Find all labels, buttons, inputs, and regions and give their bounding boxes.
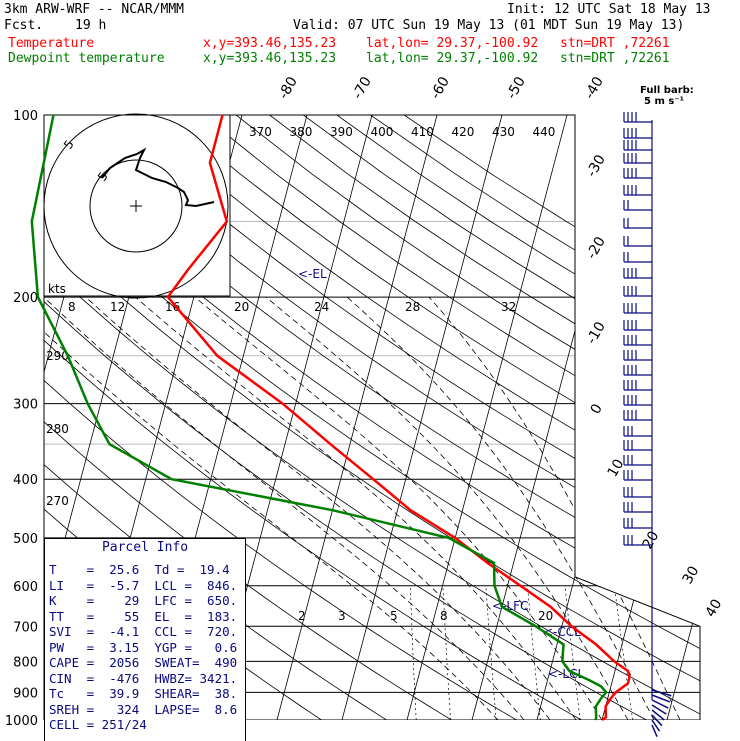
wind-barb: [624, 470, 652, 480]
parcel-row: SVI = -4.1 CCL = 720.: [49, 625, 237, 639]
pressure-label-900: 900: [13, 686, 38, 701]
moist-adiabat-20: [195, 297, 602, 720]
barb-legend-units: 5 m s⁻¹: [644, 96, 684, 107]
mixing-ratio-lower-label-20: 20: [538, 609, 553, 623]
theta-e-label-270: 270: [46, 494, 69, 508]
annotation-ccl: <-CCL: [543, 625, 581, 639]
wind-barb: [624, 128, 652, 138]
wind-barb: [624, 286, 652, 296]
mixing-ratio-label-12: 12: [110, 300, 125, 314]
wind-barb: [624, 252, 652, 262]
mixing-ratio-20: [614, 586, 632, 720]
parcel-row: Tc = 39.9 SHEAR= 38.: [49, 687, 237, 701]
hodograph-units-label: kts: [48, 282, 66, 296]
isotherm-40: [732, 115, 740, 720]
parcel-row: K = 29 LFC = 650.: [49, 594, 237, 608]
wind-barb: [624, 440, 652, 450]
wind-barb: [624, 350, 652, 360]
theta-label-380: 380: [290, 125, 313, 139]
wind-barb: [624, 303, 652, 313]
wind-barb: [624, 487, 652, 497]
isotherm-label-30: 30: [680, 564, 703, 587]
wind-barb: [624, 502, 652, 512]
isotherm-30: [667, 115, 740, 720]
pressure-label-800: 800: [13, 655, 38, 670]
parcel-row: PW = 3.15 YGP = 0.6: [49, 641, 237, 655]
isotherm-label--40: -40: [582, 74, 607, 102]
wind-barb: [624, 380, 652, 390]
isotherm-label--20: -20: [584, 234, 609, 262]
mixing-ratio-label-20: 20: [234, 300, 249, 314]
pressure-label-200: 200: [13, 291, 38, 306]
parcel-row: TT = 55 EL = 183.: [49, 610, 237, 624]
mixing-ratio-2: [410, 586, 416, 720]
parcel-row: SREH = 324 LAPSE= 8.6: [49, 703, 237, 717]
mixing-ratio-lower-label-8: 8: [440, 609, 448, 623]
isotherm-label--70: -70: [350, 74, 375, 102]
wind-barb: [624, 518, 652, 528]
wind-barb: [624, 140, 652, 150]
isotherm-label--30: -30: [584, 152, 609, 180]
mixing-ratio-label-32: 32: [501, 300, 516, 314]
parcel-info-title: Parcel Info: [45, 540, 245, 555]
mixing-ratio-label-28: 28: [405, 300, 420, 314]
isotherm-label--10: -10: [584, 319, 609, 347]
dry-adiabat-390: [169, 115, 740, 720]
wind-barb: [624, 236, 652, 246]
isotherm-label--80: -80: [276, 74, 301, 102]
wind-barb: [624, 395, 652, 405]
theta-label-400: 400: [371, 125, 394, 139]
pressure-label-600: 600: [13, 580, 38, 595]
wind-barb-low: [652, 690, 671, 696]
pressure-label-500: 500: [13, 532, 38, 547]
wind-barb: [624, 153, 652, 163]
isotherm-label-40: 40: [703, 597, 726, 620]
pressure-label-100: 100: [13, 109, 38, 124]
wind-barb: [624, 335, 652, 345]
pressure-label-1000: 1000: [5, 714, 38, 729]
mixing-ratio-label-24: 24: [314, 300, 329, 314]
isotherm-label--60: -60: [428, 74, 453, 102]
wind-barb: [624, 426, 652, 436]
isotherm-20: [602, 115, 740, 720]
theta-label-430: 430: [492, 125, 515, 139]
isotherm-label-0: 0: [588, 401, 606, 417]
mixing-ratio-lower-label-2: 2: [298, 609, 306, 623]
annotation-el: <-EL: [298, 267, 327, 281]
theta-label-390: 390: [330, 125, 353, 139]
isotherm-label-20: 20: [640, 529, 663, 552]
pressure-label-400: 400: [13, 473, 38, 488]
theta-label-420: 420: [452, 125, 475, 139]
theta-label-410: 410: [411, 125, 434, 139]
wind-barb: [624, 455, 652, 465]
wind-barb: [624, 410, 652, 420]
parcel-row: CAPE = 2056 SWEAT= 490: [49, 656, 237, 670]
mixing-ratio-lower-label-3: 3: [338, 609, 346, 623]
wind-barb: [624, 268, 652, 278]
mixing-ratio-label-8: 8: [68, 300, 76, 314]
annotation-lcl: <-LCL: [548, 667, 584, 681]
parcel-row: LI = -5.7 LCL = 846.: [49, 579, 237, 593]
wind-barb: [624, 320, 652, 330]
parcel-row: CIN = -476 HWBZ= 3421.: [49, 672, 237, 686]
wind-barb: [624, 185, 652, 195]
wind-barb: [624, 218, 652, 228]
theta-label-370: 370: [249, 125, 272, 139]
parcel-info-panel: Parcel Info T = 25.6 Td = 19.4 LI = -5.7 …: [44, 538, 246, 741]
theta-label-440: 440: [533, 125, 556, 139]
isotherm-label--50: -50: [504, 74, 529, 102]
mixing-ratio-lower-label-5: 5: [390, 609, 398, 623]
theta-e-label-280: 280: [46, 422, 69, 436]
wind-barb: [624, 168, 652, 178]
barb-legend-title: Full barb:: [640, 85, 694, 96]
pressure-label-300: 300: [13, 398, 38, 413]
parcel-row: T = 25.6 Td = 19.4: [49, 563, 230, 577]
wind-barb: [624, 365, 652, 375]
pressure-label-700: 700: [13, 620, 38, 635]
wind-barb: [624, 200, 652, 210]
parcel-row: CELL = 251/24: [49, 718, 147, 732]
wind-barb: [624, 112, 652, 122]
